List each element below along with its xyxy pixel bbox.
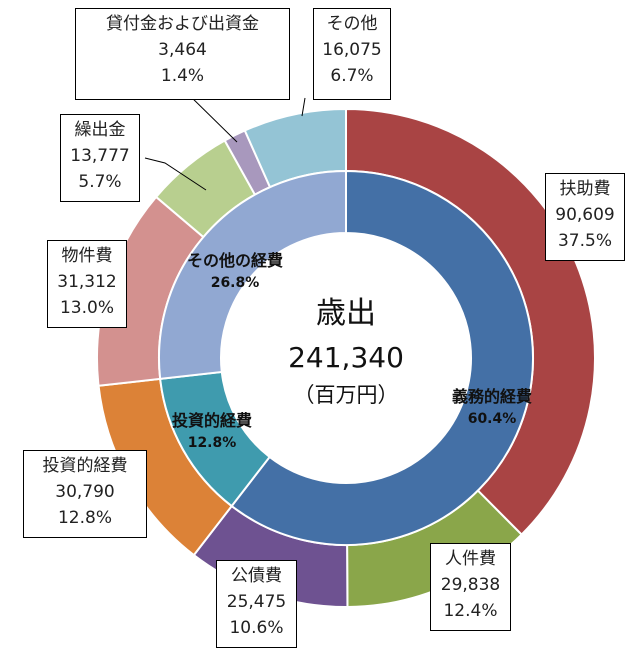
center-unit: （百万円） xyxy=(293,383,399,407)
inner-label-name: 投資的経費 xyxy=(171,411,252,430)
center-total: 241,340 xyxy=(288,341,404,374)
inner-label-name: 義務的経費 xyxy=(451,387,532,406)
label-amount: 13,777 xyxy=(70,146,130,166)
label-amount: 90,609 xyxy=(555,205,615,225)
label-percent: 12.4% xyxy=(443,601,498,621)
label-box-debt: 公債費 25,475 10.6% xyxy=(216,560,297,648)
inner-label-mandatory: 義務的経費 60.4% xyxy=(432,386,552,430)
label-box-other: その他 16,075 6.7% xyxy=(313,8,391,100)
label-name: 投資的経費 xyxy=(42,456,128,476)
label-amount: 3,464 xyxy=(158,40,207,60)
inner-label-percent: 12.8% xyxy=(187,435,237,451)
label-amount: 25,475 xyxy=(226,592,287,612)
label-name: 公債費 xyxy=(231,566,282,586)
label-percent: 12.8% xyxy=(57,508,112,528)
label-amount: 16,075 xyxy=(322,40,382,60)
label-percent: 6.7% xyxy=(330,66,374,86)
inner-label-name: その他の経費 xyxy=(186,251,283,270)
label-name: 扶助費 xyxy=(559,179,611,199)
inner-label-investment: 投資的経費 12.8% xyxy=(152,410,272,454)
center-title: 歳出 xyxy=(316,296,376,331)
label-box-personnel: 人件費 29,838 12.4% xyxy=(430,543,511,631)
label-name: その他 xyxy=(326,14,378,34)
label-name: 貸付金および出資金 xyxy=(106,14,259,34)
inner-label-percent: 26.8% xyxy=(210,275,260,291)
label-box-lending: 貸付金および出資金 3,464 1.4% xyxy=(75,8,290,100)
label-box-assistance: 扶助費 90,609 37.5% xyxy=(545,173,625,261)
inner-segment-2 xyxy=(158,169,347,380)
outer-ring xyxy=(96,107,596,609)
inner-ring xyxy=(158,169,534,546)
label-percent: 1.4% xyxy=(160,66,205,86)
label-percent: 13.0% xyxy=(59,298,114,318)
label-percent: 10.6% xyxy=(229,618,284,638)
inner-label-percent: 60.4% xyxy=(467,411,517,427)
inner-segment-0 xyxy=(230,169,534,546)
label-name: 人件費 xyxy=(445,549,496,569)
label-percent: 37.5% xyxy=(557,231,612,251)
label-box-investment: 投資的経費 30,790 12.8% xyxy=(23,450,147,538)
label-percent: 5.7% xyxy=(78,172,122,192)
inner-label-other-expenses: その他の経費 26.8% xyxy=(170,250,300,294)
label-name: 繰出金 xyxy=(74,120,126,140)
label-name: 物件費 xyxy=(61,246,113,266)
label-amount: 31,312 xyxy=(57,272,117,292)
label-box-transfer: 繰出金 13,777 5.7% xyxy=(60,114,140,202)
label-box-supplies: 物件費 31,312 13.0% xyxy=(47,240,127,328)
label-amount: 30,790 xyxy=(55,482,115,502)
label-amount: 29,838 xyxy=(440,575,501,595)
leader-line-transfer xyxy=(144,157,207,191)
leader-line-other xyxy=(301,97,306,117)
